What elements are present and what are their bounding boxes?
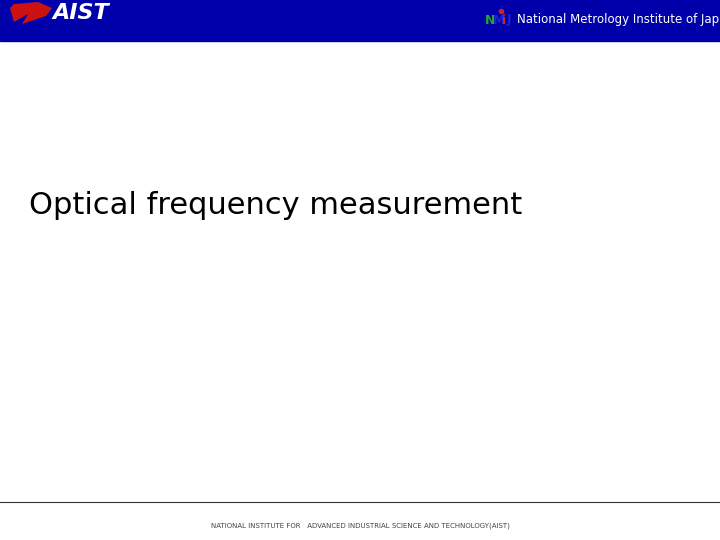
Text: i: i <box>502 14 506 26</box>
Text: M: M <box>493 14 505 26</box>
Bar <box>0 0 720 40</box>
Text: Optical frequency measurement: Optical frequency measurement <box>29 191 522 220</box>
Text: N: N <box>485 14 495 26</box>
Text: J: J <box>507 14 512 26</box>
Polygon shape <box>10 2 52 24</box>
Text: AIST: AIST <box>52 3 109 23</box>
Text: National Metrology Institute of Japan: National Metrology Institute of Japan <box>517 14 720 26</box>
Text: NATIONAL INSTITUTE FOR   ADVANCED INDUSTRIAL SCIENCE AND TECHNOLOGY(AIST): NATIONAL INSTITUTE FOR ADVANCED INDUSTRI… <box>210 523 510 529</box>
